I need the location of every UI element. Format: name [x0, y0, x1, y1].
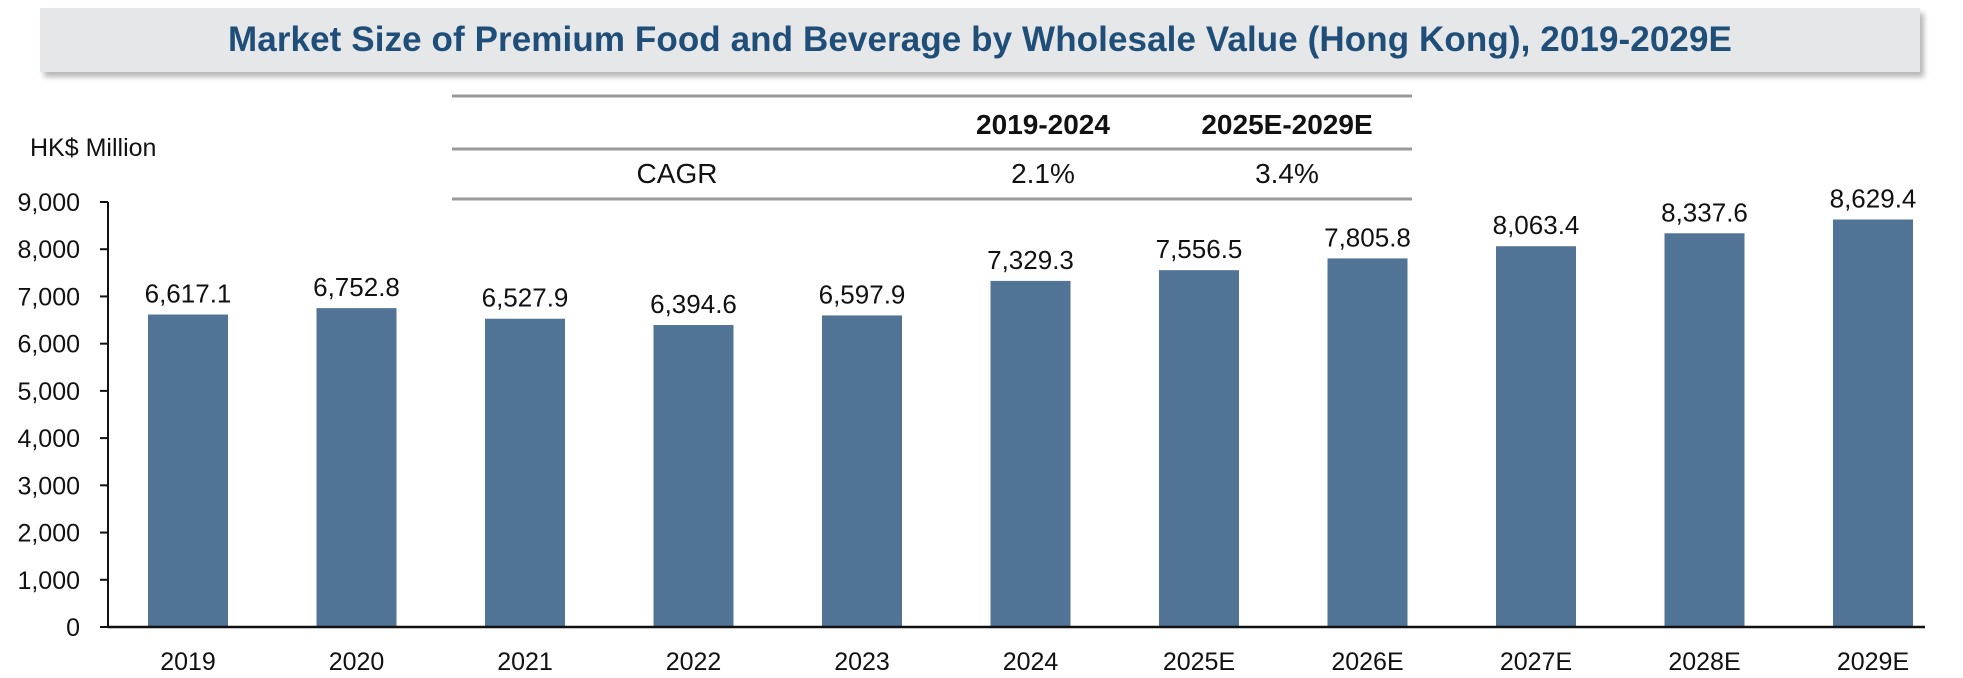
value-label-2021: 6,527.9 — [482, 283, 569, 313]
x-tick-label-2028E: 2028E — [1668, 648, 1740, 676]
y-tick-label: 9,000 — [17, 189, 80, 217]
x-axis-ticks: 2019 2020 2021 2022 2023 2024 2025E 2026E 2027E 2… — [160, 648, 1909, 676]
chart-title: Market Size of Premium Food and Beverage… — [228, 20, 1732, 59]
title-banner: Market Size of Premium Food and Beverage… — [40, 8, 1920, 72]
y-tick-label: 0 — [66, 614, 80, 642]
x-tick-label-2026E: 2026E — [1331, 648, 1403, 676]
y-tick-label: 8,000 — [17, 236, 80, 264]
value-label-2023: 6,597.9 — [819, 279, 906, 309]
value-label-2019: 6,617.1 — [145, 279, 232, 309]
x-tick-label-2029E: 2029E — [1837, 648, 1909, 676]
x-tick-label-2027E: 2027E — [1500, 648, 1572, 676]
value-label-2025E: 7,556.5 — [1156, 234, 1243, 264]
x-tick-label-2023: 2023 — [834, 648, 890, 676]
y-tick-label: 1,000 — [17, 567, 80, 595]
cagr-value-period-1: 2.1% — [1011, 158, 1075, 189]
bars-group — [148, 219, 1913, 627]
value-label-2028E: 8,337.6 — [1661, 197, 1748, 227]
y-axis-unit-label: HK$ Million — [30, 134, 156, 162]
bar-2026E — [1327, 258, 1408, 627]
bar-2021 — [485, 318, 565, 627]
bar-2022 — [653, 325, 734, 627]
value-label-2026E: 7,805.8 — [1324, 222, 1411, 252]
y-tick-label: 6,000 — [17, 331, 80, 359]
value-label-2024: 7,329.3 — [987, 245, 1074, 275]
y-tick-label: 2,000 — [17, 520, 80, 548]
bar-2019 — [148, 314, 228, 627]
cagr-table: 2019-2024 2025E-2029E CAGR 2.1% 3.4% — [452, 94, 1412, 201]
value-labels-group: 6,617.1 6,752.8 6,527.9 6,394.6 6,597.9 7,329… — [145, 184, 1917, 320]
y-tick-label: 5,000 — [17, 378, 80, 406]
bar-2025E — [1159, 270, 1239, 627]
bar-2028E — [1664, 233, 1745, 627]
bar-2024 — [990, 280, 1071, 627]
x-tick-label-2019: 2019 — [160, 648, 216, 676]
bar-2029E — [1833, 219, 1913, 627]
value-label-2027E: 8,063.4 — [1493, 210, 1580, 240]
y-tick-label: 7,000 — [17, 283, 80, 311]
bar-2020 — [316, 308, 397, 627]
value-label-2029E: 8,629.4 — [1830, 184, 1917, 214]
x-tick-label-2025E: 2025E — [1163, 648, 1235, 676]
x-tick-label-2022: 2022 — [666, 648, 722, 676]
x-tick-label-2021: 2021 — [497, 648, 553, 676]
x-tick-label-2024: 2024 — [1003, 648, 1059, 676]
x-tick-label-2020: 2020 — [329, 648, 385, 676]
cagr-header-period-2: 2025E-2029E — [1201, 109, 1372, 140]
cagr-value-period-2: 3.4% — [1255, 158, 1319, 189]
value-label-2022: 6,394.6 — [650, 289, 737, 319]
cagr-header-period-1: 2019-2024 — [976, 109, 1110, 140]
bar-2023 — [822, 315, 902, 627]
cagr-row-label: CAGR — [637, 158, 718, 189]
bar-2027E — [1496, 246, 1576, 627]
y-axis-ticks: 0 1,000 2,000 3,000 4,000 5,000 6,000 7,000 8,00… — [17, 189, 108, 642]
y-tick-label: 3,000 — [17, 472, 80, 500]
value-label-2020: 6,752.8 — [313, 272, 400, 302]
y-tick-label: 4,000 — [17, 425, 80, 453]
